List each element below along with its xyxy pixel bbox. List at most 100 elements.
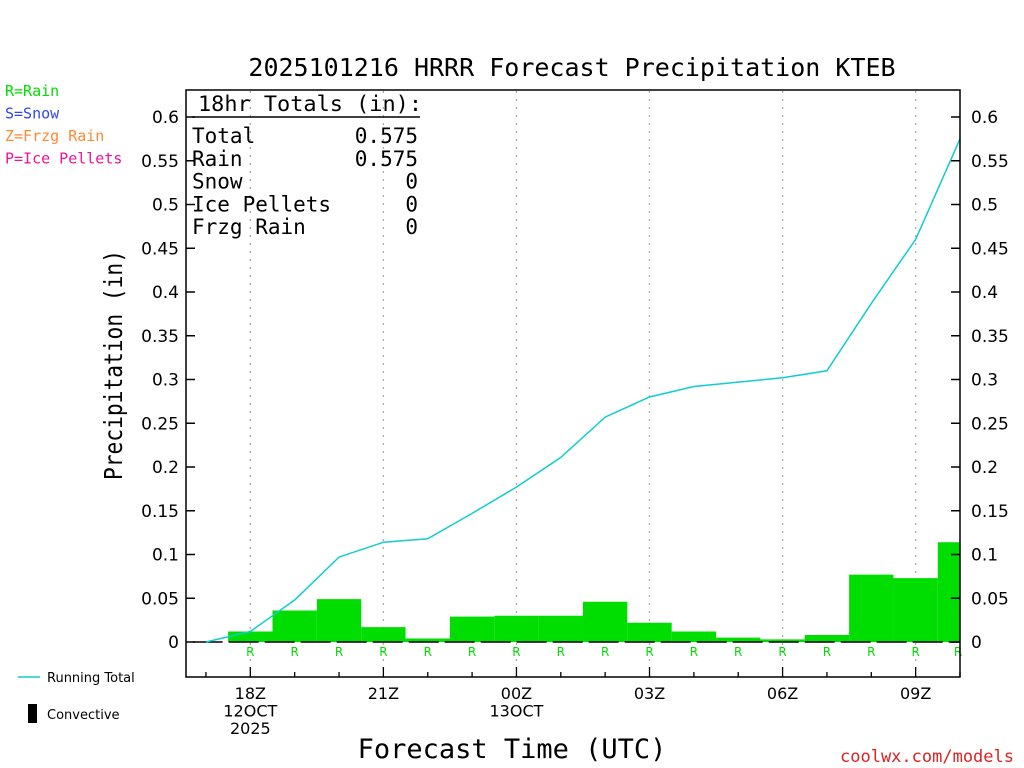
y-tick-label-right: 0.5 xyxy=(971,196,998,216)
y-axis-label: Precipitation (in) xyxy=(99,250,128,480)
ptype-label: R xyxy=(557,645,565,659)
precip-bar xyxy=(849,574,894,642)
precip-type-legend: R=Rain S=Snow Z=Frzg Rain P=Ice Pellets xyxy=(5,82,122,168)
y-tick-label: 0.15 xyxy=(141,502,179,522)
y-tick-label-right: 0.1 xyxy=(971,546,998,566)
y-tick-label: 0.2 xyxy=(152,458,179,478)
precip-bar xyxy=(405,638,450,642)
precip-bar xyxy=(494,615,539,642)
convective-legend-label: Convective xyxy=(47,708,120,723)
grid-lines xyxy=(249,91,917,676)
x-axis-label: Forecast Time (UTC) xyxy=(358,734,667,765)
y-tick-label-right: 0.35 xyxy=(971,327,1009,347)
y-tick-label-right: 0.6 xyxy=(971,108,998,128)
totals-row-label: Rain xyxy=(192,147,243,171)
precip-bar xyxy=(804,635,850,642)
y-tick-label: 0.6 xyxy=(152,108,179,128)
x-tick-label: 2025 xyxy=(230,719,271,738)
totals-row-value: 0 xyxy=(405,215,418,239)
x-tick-label: 18Z xyxy=(235,684,266,703)
y-tick-label-right: 0.2 xyxy=(971,458,998,478)
chart-title: 2025101216 HRRR Forecast Precipitation K… xyxy=(248,53,895,82)
x-tick-label: 09Z xyxy=(900,684,931,703)
ptype-label: R xyxy=(290,645,298,659)
precip-bar xyxy=(627,622,672,642)
ptype-legend-item: Z=Frzg Rain xyxy=(5,127,104,145)
y-tick-label-right: 0.25 xyxy=(971,414,1009,434)
x-tick-label: 06Z xyxy=(767,684,798,703)
totals-row-value: 0.575 xyxy=(355,147,418,171)
y-tick-label: 0.1 xyxy=(152,546,179,566)
ptype-label: R xyxy=(734,645,742,659)
precip-bar xyxy=(760,639,805,642)
totals-header: 18hr Totals (in): xyxy=(198,92,422,116)
x-tick-label: 12OCT xyxy=(223,702,277,721)
y-tick-label-right: 0.3 xyxy=(971,371,998,391)
plot-frame xyxy=(185,89,961,678)
precip-bar xyxy=(316,599,362,642)
precip-bars xyxy=(228,542,960,642)
x-tick-label: 21Z xyxy=(368,684,399,703)
ptype-legend-item: R=Rain xyxy=(5,82,59,100)
ptype-label: R xyxy=(911,645,919,659)
ptype-legend-item: P=Ice Pellets xyxy=(5,150,122,168)
convective-swatch xyxy=(28,704,37,723)
precip-bar xyxy=(716,637,761,642)
running-total-legend-label: Running Total xyxy=(47,671,135,686)
ptype-label: R xyxy=(512,645,520,659)
precip-bar xyxy=(361,627,406,642)
precip-bar xyxy=(449,616,495,642)
totals-row-value: 0 xyxy=(405,170,418,194)
ptype-label: R xyxy=(690,645,698,659)
ptype-label: R xyxy=(246,645,254,659)
y-tick-label: 0 xyxy=(168,633,179,653)
ptype-label: R xyxy=(468,645,476,659)
ptype-label: R xyxy=(645,645,653,659)
y-tick-label: 0.45 xyxy=(141,239,179,259)
x-tick-label: 13OCT xyxy=(489,702,543,721)
totals-row-label: Total xyxy=(192,124,255,148)
x-tick-label: 03Z xyxy=(634,684,665,703)
ptype-label: R xyxy=(823,645,831,659)
ptype-legend-item: S=Snow xyxy=(5,105,60,123)
precip-bar xyxy=(671,631,717,642)
y-axis-right: 0 0.05 0.1 0.15 0.2 0.25 0.3 0.35 0.4 0.45 0.5 0.55… xyxy=(951,108,1009,653)
totals-box: 18hr Totals (in): Total 0.575 Rain 0.575 Sno… xyxy=(192,92,422,239)
ptype-label: R xyxy=(379,645,387,659)
precip-bar xyxy=(937,542,960,642)
totals-row-label: Snow xyxy=(192,170,243,194)
y-tick-label-right: 0.45 xyxy=(971,239,1009,259)
precip-bar xyxy=(893,578,938,642)
totals-row-label: Ice Pellets xyxy=(192,192,331,216)
ptype-label: R xyxy=(335,645,343,659)
y-tick-label-right: 0.05 xyxy=(971,589,1009,609)
y-tick-label: 0.5 xyxy=(152,196,179,216)
x-tick-label: 00Z xyxy=(501,684,532,703)
y-tick-label-right: 0 xyxy=(971,633,982,653)
y-tick-label: 0.25 xyxy=(141,414,179,434)
y-tick-label-right: 0.15 xyxy=(971,502,1009,522)
y-tick-label: 0.3 xyxy=(152,371,179,391)
precip-bar xyxy=(538,615,583,642)
totals-row-value: 0 xyxy=(405,192,418,216)
y-tick-label: 0.35 xyxy=(141,327,179,347)
y-tick-label-right: 0.55 xyxy=(971,152,1009,172)
precip-bar xyxy=(228,631,273,642)
totals-row-value: 0.575 xyxy=(355,124,418,148)
precip-bar xyxy=(272,610,317,642)
y-tick-label: 0.05 xyxy=(141,589,179,609)
running-total-line xyxy=(205,138,961,643)
precip-bar xyxy=(582,601,628,642)
credit-text: coolwx.com/models xyxy=(840,747,1014,767)
ptype-label: R xyxy=(867,645,875,659)
y-tick-label: 0.4 xyxy=(152,283,179,303)
ptype-label: R xyxy=(778,645,786,659)
ptype-label: R xyxy=(954,645,962,659)
y-tick-label-right: 0.4 xyxy=(971,283,998,303)
ptype-label: R xyxy=(424,645,432,659)
totals-row-label: Frzg Rain xyxy=(192,215,306,239)
ptype-label: R xyxy=(601,645,609,659)
